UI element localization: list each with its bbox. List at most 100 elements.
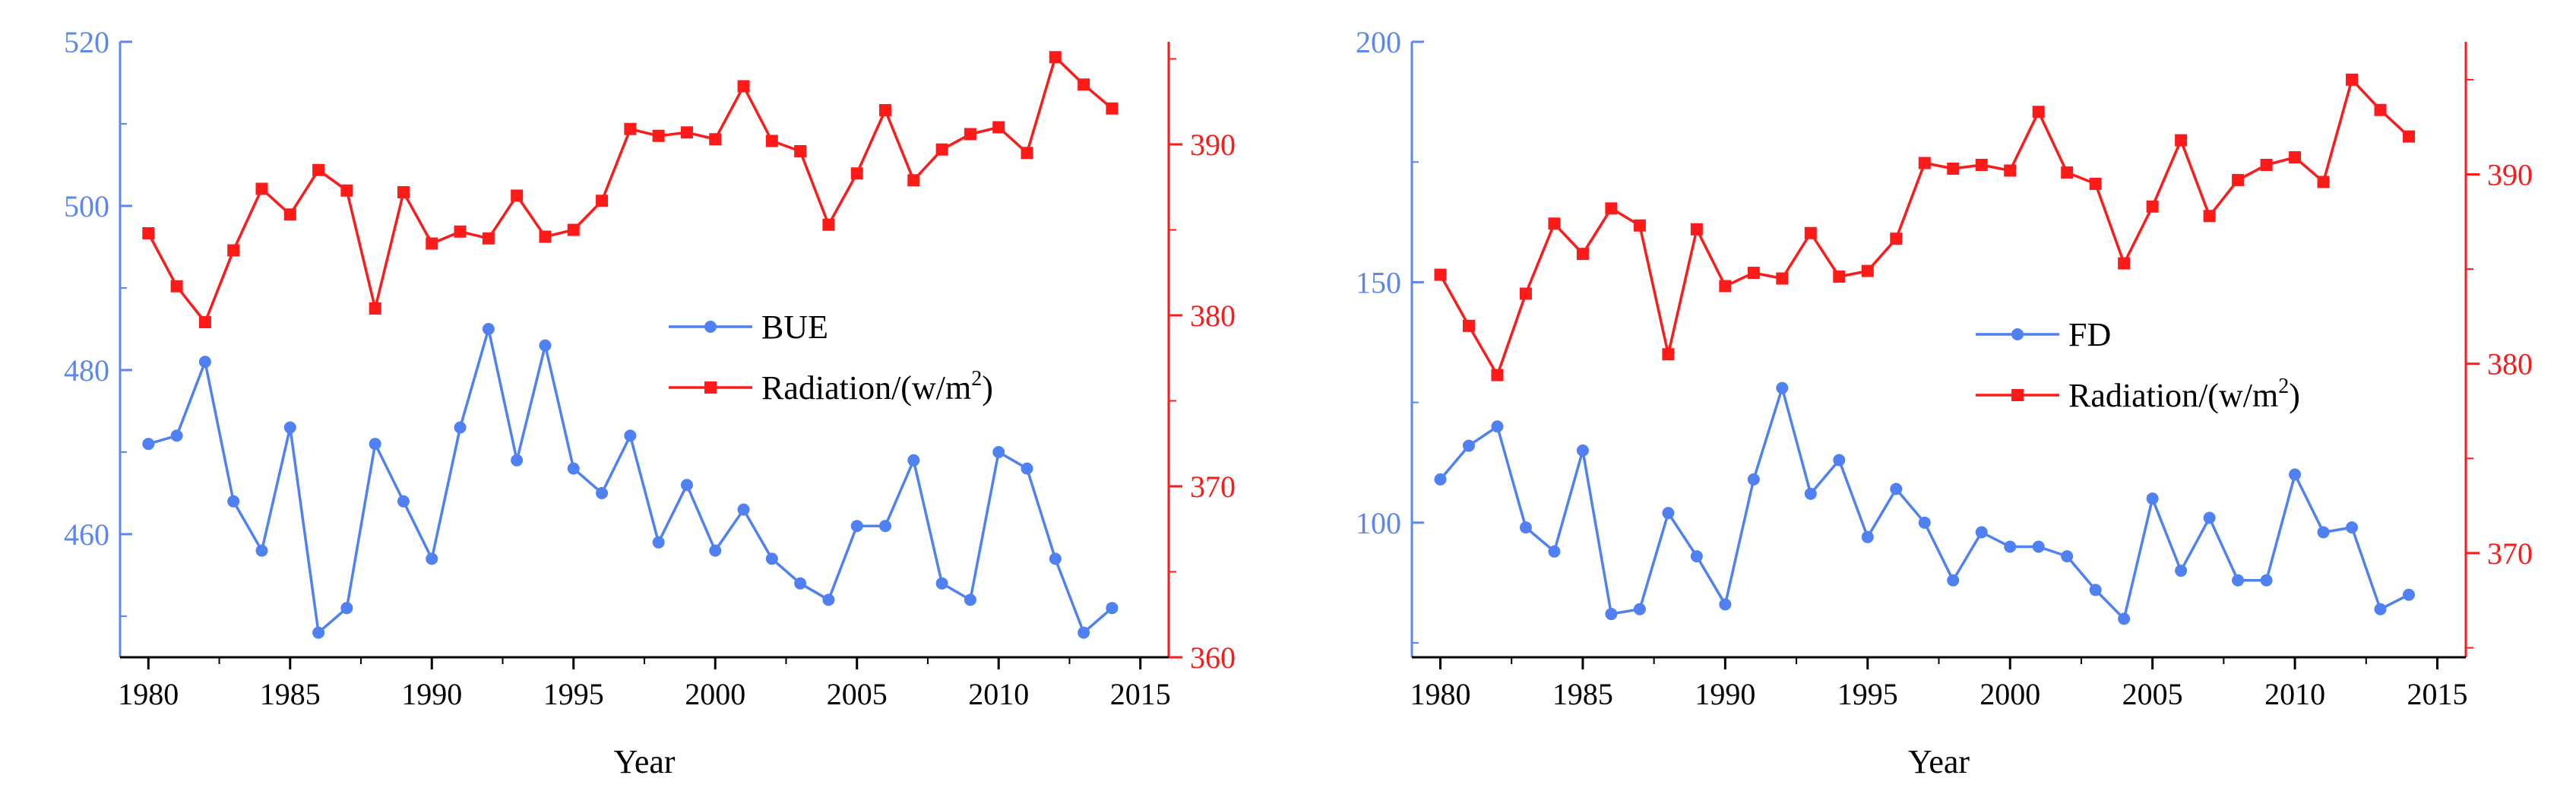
data-point: [2403, 588, 2416, 601]
right-y-tick-label: 380: [1190, 299, 1236, 333]
x-tick-label: 2005: [2122, 677, 2183, 711]
data-point: [1021, 147, 1033, 160]
legend-swatch-marker: [704, 381, 717, 394]
data-point: [1861, 530, 1874, 543]
x-tick-label: 2000: [1979, 677, 2040, 711]
x-tick-label: 1995: [1837, 677, 1898, 711]
data-point: [879, 520, 892, 533]
data-point: [879, 104, 892, 116]
series-left: [1434, 381, 2416, 625]
data-point: [397, 495, 410, 508]
legend-label: FD: [2068, 316, 2111, 353]
legend-label: Radiation/(w/m2): [761, 367, 993, 407]
data-point: [2032, 540, 2045, 553]
data-point: [227, 244, 240, 257]
legend-label-close: ): [982, 369, 993, 407]
legend-label: Radiation/(w/m2): [2068, 375, 2300, 414]
data-point: [1804, 487, 1817, 500]
data-point: [2346, 521, 2359, 534]
data-point: [1049, 51, 1062, 64]
data-point: [1605, 202, 1618, 215]
data-point: [1662, 507, 1675, 520]
data-point: [709, 544, 722, 557]
data-point: [1947, 574, 1960, 587]
data-point: [1519, 521, 1532, 534]
data-point: [2346, 73, 2359, 86]
legend: FD Radiation/(w/m2): [1976, 316, 2300, 414]
data-point: [170, 429, 183, 442]
x-tick-label: 2010: [2264, 677, 2325, 711]
data-point: [482, 232, 495, 245]
data-point: [2118, 612, 2131, 625]
data-point: [2403, 130, 2416, 143]
data-point: [1106, 102, 1119, 115]
data-point: [822, 593, 835, 606]
right-y-tick-label: 390: [1190, 128, 1236, 162]
data-point: [1462, 319, 1475, 332]
data-point: [255, 544, 268, 557]
series-right: [142, 51, 1119, 328]
data-point: [2089, 584, 2102, 596]
data-point: [170, 280, 183, 293]
data-point: [935, 577, 948, 590]
data-point: [2232, 574, 2245, 587]
x-tick-label: 1980: [118, 677, 179, 711]
data-point: [511, 454, 524, 467]
x-axis-title: Year: [613, 743, 675, 780]
data-point: [2146, 492, 2159, 505]
data-point: [283, 421, 296, 434]
data-point: [283, 208, 296, 221]
series-line: [1438, 77, 2410, 378]
data-point: [794, 577, 807, 590]
right-y-tick-label: 380: [2487, 347, 2533, 381]
data-point: [1918, 516, 1931, 529]
right-y-tick-label: 370: [2487, 536, 2533, 571]
left-y-tick-label: 520: [64, 25, 109, 59]
data-point: [1776, 381, 1789, 394]
data-point: [2004, 164, 2017, 177]
data-point: [907, 454, 920, 467]
data-point: [794, 145, 807, 157]
data-point: [680, 126, 693, 139]
x-tick-label: 2015: [1110, 677, 1171, 711]
data-point: [907, 174, 920, 187]
data-point: [1804, 226, 1817, 239]
x-tick-label: 2010: [968, 677, 1029, 711]
data-point: [1890, 233, 1903, 245]
data-point: [935, 143, 948, 156]
data-point: [2203, 210, 2216, 223]
series-left: [142, 323, 1119, 639]
data-point: [2175, 134, 2188, 147]
x-tick-label: 1980: [1410, 677, 1470, 711]
data-point: [567, 462, 580, 475]
x-tick-label: 1995: [543, 677, 604, 711]
data-point: [2146, 200, 2159, 213]
data-point: [737, 80, 750, 93]
data-point: [340, 184, 353, 197]
data-point: [822, 218, 835, 231]
data-point: [482, 323, 495, 335]
data-point: [992, 121, 1005, 134]
data-point: [850, 520, 863, 533]
legend-label-main: Radiation/(w/m: [761, 369, 971, 407]
legend-label-superscript: 2: [2278, 375, 2289, 398]
data-point: [1776, 272, 1789, 285]
right-y-tick-label: 370: [1190, 470, 1236, 504]
left-y-tick-label: 500: [64, 189, 109, 223]
data-point: [2004, 540, 2017, 553]
data-point: [737, 503, 750, 516]
data-point: [765, 134, 778, 147]
legend: BUE Radiation/(w/m2): [669, 308, 993, 407]
legend-label-main: Radiation/(w/m: [2068, 377, 2278, 414]
data-point: [227, 495, 240, 508]
data-point: [1747, 473, 1760, 486]
data-point: [596, 487, 609, 499]
data-point: [539, 230, 552, 243]
data-point: [539, 339, 552, 352]
data-point: [1861, 264, 1874, 277]
legend-swatch-marker: [2011, 389, 2024, 401]
data-point: [454, 225, 467, 238]
x-tick-label: 2005: [827, 677, 888, 711]
data-point: [2260, 574, 2273, 587]
